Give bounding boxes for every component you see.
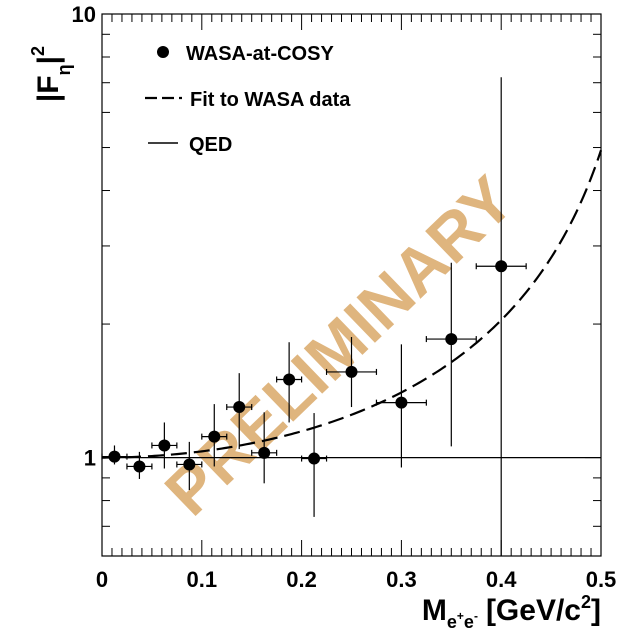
data-marker	[233, 401, 246, 414]
legend: WASA-at-COSY Fit to WASA data QED	[145, 43, 351, 156]
x-axis-title-sub-sup1: +	[457, 609, 464, 623]
x-tick-label: 0	[96, 567, 108, 592]
data-point	[475, 77, 527, 556]
x-tick-label: 0.2	[286, 567, 317, 592]
data-point	[425, 262, 477, 447]
data-point	[201, 404, 228, 467]
data-marker	[495, 260, 508, 273]
x-tick-label: 0.4	[486, 567, 517, 592]
y-axis-title-close: |	[32, 56, 65, 64]
data-marker	[345, 365, 358, 378]
x-axis-title-sub-e2: e	[464, 612, 474, 632]
svg-text:|Fη|2: |Fη|2	[28, 46, 74, 102]
y-tick-label: 1	[84, 446, 96, 471]
x-axis-ticks	[101, 14, 602, 556]
y-axis-tick-labels: 1 10	[72, 2, 96, 471]
data-point	[276, 342, 303, 423]
y-axis-title: |Fη|2	[28, 46, 74, 102]
legend-label-fit: Fit to WASA data	[190, 89, 351, 111]
y-tick-label: 10	[72, 2, 96, 27]
data-point	[301, 413, 328, 517]
x-axis-title: Me+e- [GeV/c2]	[422, 592, 601, 632]
data-marker	[108, 450, 121, 463]
data-point	[176, 441, 203, 491]
data-point	[126, 451, 153, 479]
x-axis-title-unit-sup: 2	[581, 592, 591, 612]
x-tick-label: 0.3	[386, 567, 417, 592]
data-marker	[208, 430, 221, 443]
data-point	[101, 445, 128, 465]
data-marker	[158, 439, 171, 452]
data-marker	[308, 452, 321, 465]
x-axis-title-unit-close: ]	[591, 594, 601, 627]
fit-curve	[102, 149, 603, 459]
x-axis-title-unit: [GeV/c	[486, 594, 581, 627]
y-axis-title-sub: η	[54, 64, 74, 75]
legend-marker-circle	[157, 46, 169, 58]
data-point	[226, 373, 253, 450]
data-point	[151, 422, 178, 469]
legend-label-wasa: WASA-at-COSY	[186, 43, 334, 65]
y-axis-title-sup: 2	[28, 46, 48, 56]
data-point	[375, 344, 427, 468]
data-marker	[283, 373, 296, 386]
data-marker	[258, 446, 271, 459]
y-axis-title-main: |F	[32, 75, 65, 102]
data-marker	[183, 458, 196, 471]
x-axis-title-sub-sup2: -	[474, 609, 478, 623]
data-marker	[445, 333, 458, 346]
x-axis-title-main: M	[422, 594, 447, 627]
data-marker	[395, 396, 408, 409]
data-point	[325, 337, 378, 408]
x-axis-tick-labels: 0 0.1 0.2 0.3 0.4 0.5	[96, 567, 616, 592]
x-tick-label: 0.1	[187, 567, 218, 592]
data-marker	[133, 460, 146, 473]
data-points	[101, 77, 527, 556]
x-axis-title-sub: e	[447, 612, 457, 632]
data-point	[251, 412, 278, 484]
legend-label-qed: QED	[189, 134, 232, 156]
watermark-preliminary: PRELIMINARY	[151, 162, 528, 529]
x-tick-label: 0.5	[586, 567, 617, 592]
